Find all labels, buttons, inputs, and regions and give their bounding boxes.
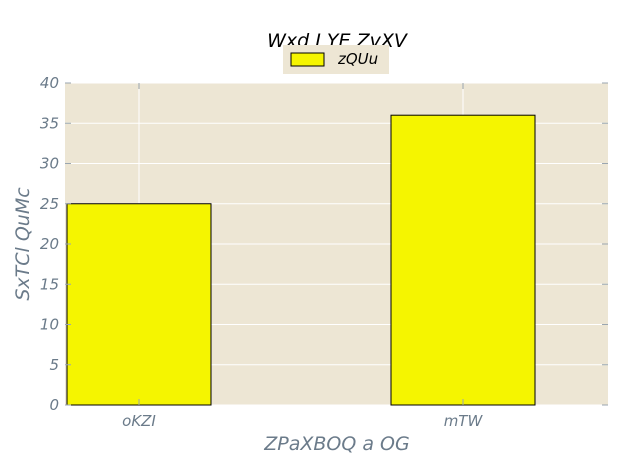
y-tick-label: 40 <box>40 74 59 92</box>
bar-okzi <box>66 203 212 406</box>
legend-swatch-zquu <box>290 52 325 67</box>
y-tick-label: 5 <box>49 356 59 374</box>
legend-label-zquu: zQUu <box>337 50 378 68</box>
y-tick-label: 20 <box>40 235 59 253</box>
y-axis-title: SxTCl QuMc <box>12 187 34 301</box>
y-tick-label: 10 <box>40 316 59 334</box>
x-tick-label: oKZI <box>122 412 156 430</box>
legend: zQUu <box>283 45 389 74</box>
y-tick-label: 30 <box>40 155 59 173</box>
axis-ticks: 0 5 10 15 20 25 30 35 40 oKZI mTW <box>40 74 608 430</box>
y-tick-label: 0 <box>49 396 59 414</box>
y-tick-label: 35 <box>40 114 59 132</box>
y-tick-label: 25 <box>40 195 59 213</box>
bar-mtw <box>390 114 536 406</box>
bars <box>66 114 536 406</box>
y-tick-label: 15 <box>40 275 59 293</box>
x-axis-title: ZPaXBOQ a OG <box>263 433 409 455</box>
x-tick-label: mTW <box>444 412 484 430</box>
